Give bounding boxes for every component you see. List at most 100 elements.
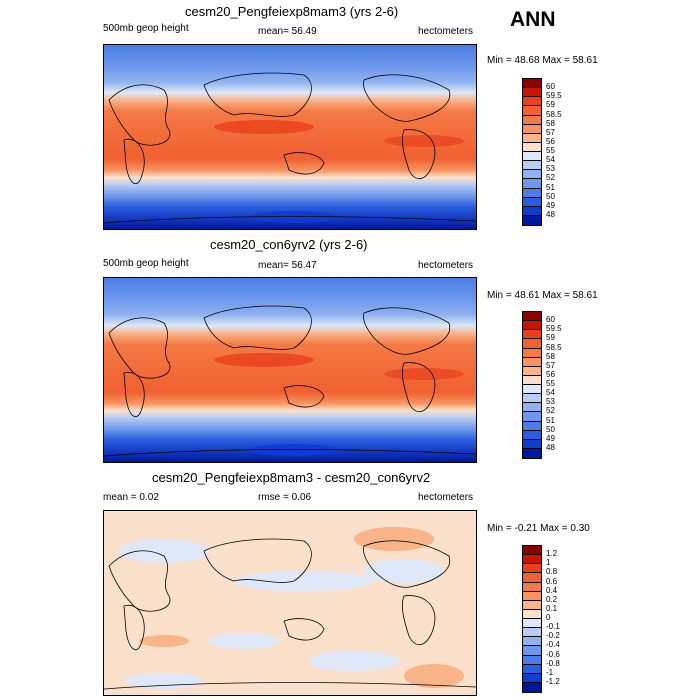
colorbar-swatch xyxy=(523,619,541,629)
colorbar-swatch xyxy=(523,546,541,556)
colorbar-swatch xyxy=(523,385,541,395)
colorbar-swatch xyxy=(523,133,541,143)
colorbar-tick-label: 48 xyxy=(546,209,555,219)
panel1-map xyxy=(103,44,477,230)
colorbar-tick-label: 59 xyxy=(546,100,555,110)
panel1-colorbar-labels: 60 59.5 59 58.5 58 57 56 55 54 53 52 51 50 49 48 xyxy=(546,78,586,224)
colorbar-tick-label: -1.2 xyxy=(546,676,560,686)
panel3-pos-anomaly xyxy=(139,635,189,647)
colorbar-tick-label: 49 xyxy=(546,433,555,443)
colorbar-tick-label: 53 xyxy=(546,164,555,174)
panel3-map xyxy=(103,510,477,696)
panel1-tropical-max xyxy=(214,120,314,134)
colorbar-tick-label: -0.6 xyxy=(546,649,560,659)
colorbar-tick-label: 57 xyxy=(546,127,555,137)
panel3-colorbar-labels: 1.2 1 0.8 0.6 0.4 0.2 0.1 0 -0.1 -0.2 -0.4 -0.6 -0.8… xyxy=(546,545,586,691)
colorbar-swatch xyxy=(523,564,541,574)
colorbar-tick-label: 0.6 xyxy=(546,576,558,586)
colorbar-swatch xyxy=(523,330,541,340)
panel2-mean-label: mean= 56.47 xyxy=(258,260,317,271)
colorbar-tick-label: -0.8 xyxy=(546,658,560,668)
panel3-neg-anomaly xyxy=(309,651,399,671)
panel3-neg-anomaly xyxy=(234,571,374,591)
panel3-neg-anomaly xyxy=(124,673,204,689)
colorbar-swatch xyxy=(523,88,541,98)
colorbar-swatch xyxy=(523,439,541,449)
colorbar-swatch xyxy=(523,394,541,404)
panel2-colorbar xyxy=(522,311,542,459)
panel3-mean-label: mean = 0.02 xyxy=(103,492,159,503)
colorbar-swatch xyxy=(523,646,541,656)
colorbar-swatch xyxy=(523,366,541,376)
colorbar-tick-label: 55 xyxy=(546,146,555,155)
colorbar-tick-label: 56 xyxy=(546,136,555,146)
panel1-tropical-max-east xyxy=(384,135,464,147)
colorbar-tick-label: 58.5 xyxy=(546,342,562,352)
panel3-neg-anomaly xyxy=(209,633,279,649)
colorbar-tick-label: 60 xyxy=(546,82,555,92)
colorbar-swatch xyxy=(523,448,541,458)
colorbar-swatch xyxy=(523,403,541,413)
colorbar-swatch xyxy=(523,582,541,592)
colorbar-tick-label: -0.2 xyxy=(546,631,560,641)
colorbar-swatch xyxy=(523,664,541,674)
panel1-title: cesm20_Pengfeiexp8mam3 (yrs 2-6) xyxy=(185,4,399,19)
colorbar-swatch xyxy=(523,312,541,322)
colorbar-swatch xyxy=(523,348,541,358)
panel2-tropical-max-east xyxy=(384,368,464,380)
colorbar-swatch xyxy=(523,188,541,198)
colorbar-tick-label: 1.2 xyxy=(546,549,558,559)
colorbar-swatch xyxy=(523,412,541,422)
colorbar-swatch xyxy=(523,321,541,331)
colorbar-tick-label: 48 xyxy=(546,442,555,452)
colorbar-swatch xyxy=(523,152,541,162)
colorbar-tick-label: 52 xyxy=(546,406,555,416)
colorbar-tick-label: 58.5 xyxy=(546,109,562,119)
colorbar-swatch xyxy=(523,179,541,189)
panel1-polar-low xyxy=(249,211,339,223)
colorbar-swatch xyxy=(523,124,541,134)
colorbar-tick-label: 55 xyxy=(546,379,555,388)
panel3-minmax-label: Min = -0.21 Max = 0.30 xyxy=(487,523,590,534)
panel2-map xyxy=(103,277,477,463)
panel2-units-label: hectometers xyxy=(418,260,474,271)
colorbar-swatch xyxy=(523,655,541,665)
colorbar-tick-label: -0.4 xyxy=(546,640,560,650)
colorbar-swatch xyxy=(523,375,541,385)
colorbar-tick-label: 1 xyxy=(546,558,551,568)
panel1-colorbar xyxy=(522,78,542,226)
colorbar-tick-label: 0.8 xyxy=(546,567,558,577)
colorbar-swatch xyxy=(523,421,541,431)
colorbar-swatch xyxy=(523,115,541,125)
panel1-variable-label: 500mb geop height xyxy=(103,23,189,34)
colorbar-swatch xyxy=(523,142,541,152)
colorbar-swatch xyxy=(523,628,541,638)
colorbar-tick-label: 59 xyxy=(546,333,555,343)
colorbar-tick-label: 54 xyxy=(546,388,555,398)
panel2-tropical-max xyxy=(214,353,314,367)
colorbar-tick-label: 0 xyxy=(546,613,551,622)
panel3-rmse-label: rmse = 0.06 xyxy=(258,492,312,503)
panel2-colorbar-labels: 60 59.5 59 58.5 58 57 56 55 54 53 52 51 50 49 48 xyxy=(546,311,586,457)
colorbar-tick-label: 59.5 xyxy=(546,324,562,334)
colorbar-swatch xyxy=(523,339,541,349)
panel2-variable-label: 500mb geop height xyxy=(103,258,189,269)
panel1-units-label: hectometers xyxy=(418,26,474,37)
panel3-neg-anomaly xyxy=(119,539,209,563)
colorbar-swatch xyxy=(523,106,541,116)
colorbar-swatch xyxy=(523,215,541,225)
colorbar-swatch xyxy=(523,357,541,367)
colorbar-tick-label: 50 xyxy=(546,424,555,434)
colorbar-swatch xyxy=(523,206,541,216)
colorbar-tick-label: 0.2 xyxy=(546,594,558,604)
colorbar-swatch xyxy=(523,97,541,107)
colorbar-tick-label: 56 xyxy=(546,369,555,379)
colorbar-tick-label: -0.1 xyxy=(546,622,560,632)
panel2-minmax-label: Min = 48.61 Max = 58.61 xyxy=(487,290,598,301)
colorbar-tick-label: 60 xyxy=(546,315,555,325)
colorbar-tick-label: 49 xyxy=(546,200,555,210)
panel3-title: cesm20_Pengfeiexp8mam3 - cesm20_con6yrv2 xyxy=(152,470,431,485)
colorbar-tick-label: 51 xyxy=(546,182,555,192)
colorbar-tick-label: 53 xyxy=(546,397,555,407)
panel3-pos-anomaly xyxy=(354,527,434,551)
